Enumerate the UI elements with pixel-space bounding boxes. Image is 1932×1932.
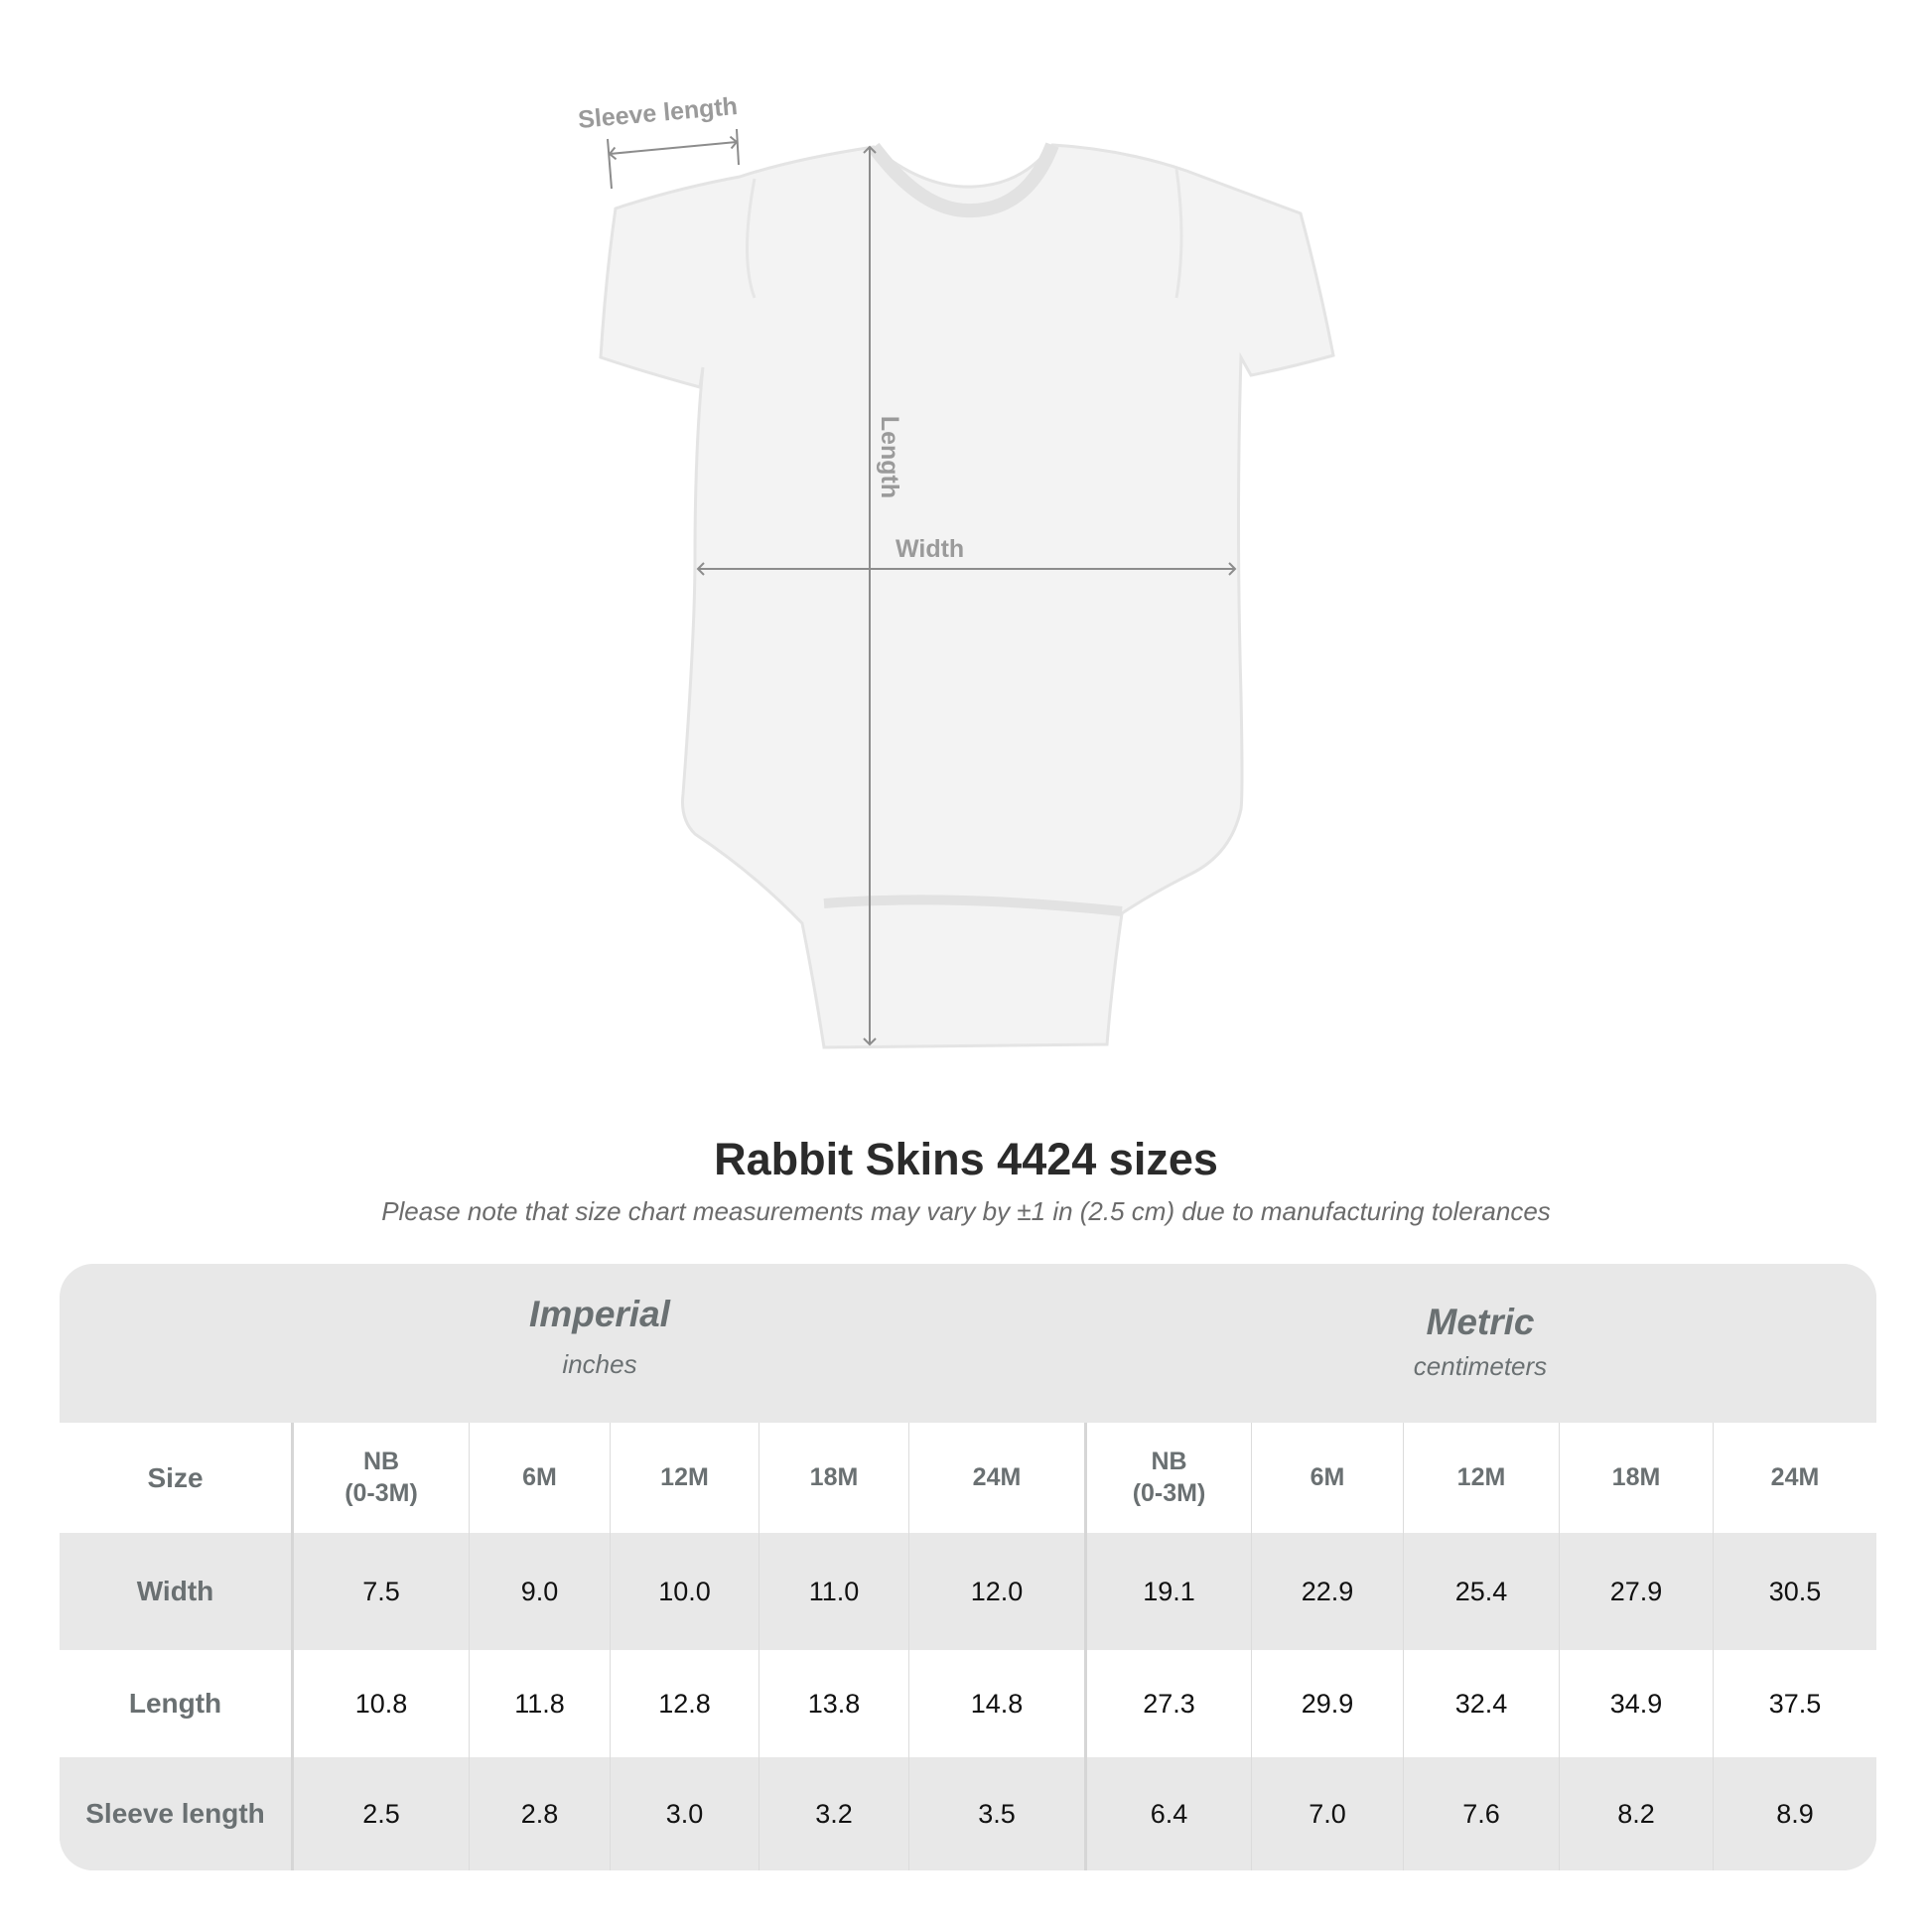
metric-value: 27.3	[1084, 1650, 1251, 1757]
size-column-header: 6M	[1251, 1423, 1403, 1533]
size-code: 6M	[522, 1462, 557, 1491]
size-column-header: NB (0-3M)	[1084, 1423, 1251, 1533]
imperial-value: 3.2	[759, 1757, 908, 1870]
size-column-header: 12M	[610, 1423, 759, 1533]
imperial-value: 12.8	[610, 1650, 759, 1757]
metric-value: 27.9	[1559, 1533, 1713, 1650]
imperial-label: Imperial	[529, 1294, 670, 1334]
size-table: Imperial inches Metric centimeters Size N…	[60, 1264, 1876, 1870]
size-name: 18M	[810, 1462, 859, 1493]
metric-value: 7.0	[1251, 1757, 1403, 1870]
size-name: 12M	[1457, 1462, 1506, 1493]
metric-value: 34.9	[1559, 1650, 1713, 1757]
size-column-header: NB (0-3M)	[291, 1423, 469, 1533]
metric-value: 32.4	[1403, 1650, 1559, 1757]
table-row: Length 10.8 11.8 12.8 13.8 14.8 27.3 29.9 32.4 34…	[60, 1650, 1876, 1757]
size-row: Size NB (0-3M) 6M 12M 18M 24M NB (0-3M) 6M 12M 18M 2…	[60, 1423, 1876, 1533]
size-code: 18M	[1611, 1462, 1661, 1491]
size-name: 6M	[1311, 1462, 1345, 1493]
imperial-value: 9.0	[469, 1533, 610, 1650]
metric-value: 19.1	[1084, 1533, 1251, 1650]
metric-value: 6.4	[1084, 1757, 1251, 1870]
imperial-value: 12.0	[908, 1533, 1084, 1650]
imperial-value: 10.0	[610, 1533, 759, 1650]
size-name: 24M	[973, 1462, 1022, 1493]
onesie-illustration	[599, 142, 1335, 1049]
sleeve-length-arrow	[608, 135, 739, 161]
imperial-unit: inches	[562, 1349, 637, 1379]
row-label: Length	[128, 1688, 222, 1719]
size-range: (0-3M)	[1132, 1478, 1206, 1507]
width-label: Width	[896, 535, 965, 563]
size-column-header: 18M	[1559, 1423, 1713, 1533]
imperial-value: 2.8	[469, 1757, 610, 1870]
metric-value: 22.9	[1251, 1533, 1403, 1650]
imperial-value: 11.8	[469, 1650, 610, 1757]
imperial-value: 3.0	[610, 1757, 759, 1870]
metric-unit: centimeters	[1413, 1351, 1548, 1381]
size-column-header: 12M	[1403, 1423, 1559, 1533]
size-name: 12M	[660, 1462, 709, 1493]
row-label: Width	[136, 1576, 214, 1606]
metric-value: 7.6	[1403, 1757, 1559, 1870]
imperial-value: 3.5	[908, 1757, 1084, 1870]
size-code: 6M	[1310, 1462, 1345, 1491]
size-column-header: 24M	[908, 1423, 1084, 1533]
chart-title: Rabbit Skins 4424 sizes	[714, 1134, 1218, 1184]
metric-label: Metric	[1426, 1302, 1535, 1342]
size-name: NB (0-3M)	[1133, 1447, 1206, 1509]
onesie-diagram	[599, 128, 1335, 1049]
size-column-header: 6M	[469, 1423, 610, 1533]
metric-value: 25.4	[1403, 1533, 1559, 1650]
imperial-value: 11.0	[759, 1533, 908, 1650]
table-row: Sleeve length 2.5 2.8 3.0 3.2 3.5 6.4 7.0 7.6 8.2…	[60, 1757, 1876, 1870]
metric-header: Metric centimeters	[1084, 1264, 1876, 1423]
metric-value: 8.2	[1559, 1757, 1713, 1870]
imperial-header: Imperial inches	[291, 1264, 908, 1423]
size-code: 12M	[660, 1462, 709, 1491]
size-code: NB	[362, 1448, 400, 1476]
imperial-value: 2.5	[291, 1757, 469, 1870]
row-label: Sleeve length	[85, 1798, 265, 1829]
metric-value: 37.5	[1713, 1650, 1876, 1757]
size-column-header: 24M	[1713, 1423, 1876, 1533]
size-range: (0-3M)	[345, 1478, 418, 1507]
imperial-value: 7.5	[291, 1533, 469, 1650]
size-name: 24M	[1771, 1462, 1820, 1493]
size-code: 18M	[809, 1462, 859, 1491]
table-row: Width 7.5 9.0 10.0 11.0 12.0 19.1 22.9 25.4 27.9 3…	[60, 1533, 1876, 1650]
size-header-label: Size	[147, 1461, 204, 1493]
metric-value: 8.9	[1713, 1757, 1876, 1870]
imperial-value: 10.8	[291, 1650, 469, 1757]
metric-value: 29.9	[1251, 1650, 1403, 1757]
imperial-value: 14.8	[908, 1650, 1084, 1757]
size-name: 6M	[522, 1462, 557, 1493]
size-column-header: 18M	[759, 1423, 908, 1533]
size-code: 12M	[1456, 1462, 1506, 1491]
size-name: 18M	[1612, 1462, 1661, 1493]
size-code: 24M	[972, 1462, 1022, 1491]
size-code: NB	[1151, 1448, 1187, 1476]
size-code: 24M	[1770, 1462, 1820, 1491]
tolerance-note: Please note that size chart measurements…	[381, 1196, 1551, 1226]
metric-value: 30.5	[1713, 1533, 1876, 1650]
imperial-value: 13.8	[759, 1650, 908, 1757]
size-name: NB (0-3M)	[345, 1447, 418, 1509]
length-label: Length	[876, 415, 904, 499]
